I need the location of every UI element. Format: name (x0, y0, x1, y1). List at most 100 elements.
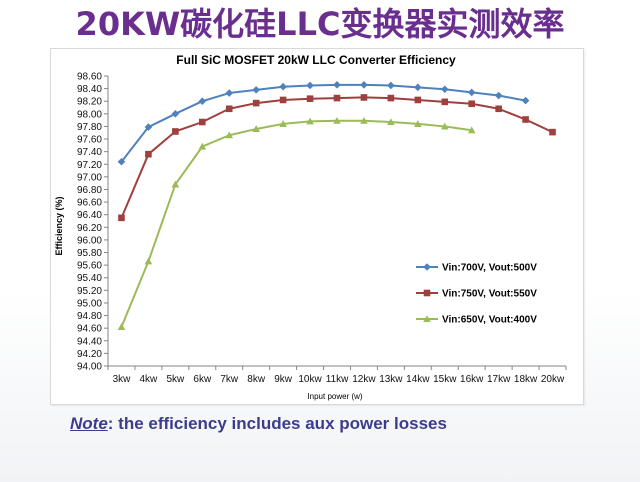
data-point (117, 157, 126, 166)
x-tick-label: 15kw (433, 374, 457, 385)
efficiency-chart: Full SiC MOSFET 20kW LLC Converter Effic… (54, 53, 567, 401)
y-tick-label: 94.80 (77, 311, 102, 322)
data-point (441, 98, 449, 106)
y-tick-label: 96.00 (77, 235, 102, 246)
y-tick-label: 95.80 (77, 248, 102, 259)
note-keyword: Note (70, 414, 108, 433)
x-tick-label: 6kw (193, 374, 212, 385)
data-point (252, 86, 260, 94)
data-point (172, 128, 179, 135)
data-point (521, 96, 530, 105)
y-tick-label: 94.60 (77, 324, 102, 335)
x-tick-label: 14kw (406, 374, 430, 385)
legend-label-1: Vin:700V, Vout:500V (442, 263, 537, 274)
data-point (387, 118, 395, 126)
data-point (171, 180, 180, 188)
data-point (440, 85, 449, 94)
data-point (522, 116, 529, 123)
y-tick-label: 98.00 (77, 109, 102, 120)
data-point (306, 95, 314, 102)
data-point (387, 81, 395, 90)
data-point (198, 142, 207, 150)
data-point (440, 122, 449, 130)
data-point (279, 96, 287, 104)
series-line-1 (120, 83, 526, 163)
data-point (333, 94, 341, 102)
x-tick-label: 13kw (379, 374, 403, 385)
y-tick-label: 97.20 (77, 160, 102, 171)
x-tick-label: 17kw (487, 374, 511, 385)
series-line-2 (120, 96, 553, 219)
legend-label-3: Vin:650V, Vout:400V (442, 315, 537, 326)
y-tick-label: 96.60 (77, 198, 102, 209)
footnote: Note: the efficiency includes aux power … (70, 413, 590, 435)
y-tick-label: 95.20 (77, 286, 102, 297)
y-tick-label: 97.60 (77, 135, 102, 146)
y-tick-label: 97.80 (77, 122, 102, 133)
x-tick-label: 12kw (352, 374, 376, 385)
legend-marker-2 (423, 289, 431, 297)
data-point (333, 116, 341, 124)
legend-label-2: Vin:750V, Vout:550V (442, 289, 537, 300)
legend-marker-3 (423, 315, 431, 323)
y-tick-label: 98.20 (77, 97, 102, 108)
data-point (360, 94, 368, 101)
data-point (306, 81, 314, 90)
data-point (360, 116, 368, 124)
x-tick-label: 10kw (298, 374, 322, 385)
y-tick-label: 94.40 (77, 336, 102, 347)
data-point (414, 83, 422, 92)
legend-marker-1 (423, 263, 431, 271)
note-text: : the efficiency includes aux power loss… (107, 414, 447, 433)
y-tick-label: 97.00 (77, 172, 102, 183)
y-tick-label: 96.20 (77, 223, 102, 234)
data-point (225, 105, 233, 113)
data-point (252, 125, 260, 132)
x-tick-label: 11kw (326, 374, 349, 385)
data-point (252, 99, 260, 107)
data-point (333, 81, 341, 89)
data-point (387, 94, 395, 102)
data-point (171, 110, 180, 118)
data-point (225, 89, 234, 97)
slide-title: 20KW碳化硅LLC变换器实测效率 (75, 5, 565, 43)
y-tick-label: 95.60 (77, 261, 102, 272)
data-point (144, 257, 153, 265)
data-point (118, 214, 125, 222)
x-tick-label: 4kw (140, 374, 159, 385)
data-point (468, 100, 476, 108)
y-tick-label: 96.40 (77, 210, 102, 221)
data-point (494, 91, 503, 100)
y-axis-label: Efficiency (%) (54, 196, 64, 255)
data-point (306, 117, 314, 125)
data-point (414, 120, 422, 127)
y-tick-label: 94.20 (77, 349, 102, 360)
series-line-3 (120, 119, 472, 328)
x-axis-label: Input power (w) (307, 392, 362, 401)
data-point (198, 97, 207, 106)
data-point (549, 128, 556, 136)
x-tick-label: 9kw (274, 374, 293, 385)
y-tick-label: 96.80 (77, 185, 102, 196)
y-tick-label: 98.40 (77, 84, 102, 95)
data-point (117, 323, 126, 330)
x-tick-label: 3kw (113, 374, 132, 385)
data-point (467, 88, 476, 97)
data-point (225, 131, 234, 139)
y-tick-label: 95.40 (77, 273, 102, 284)
data-point (279, 120, 287, 127)
y-tick-label: 95.00 (77, 298, 102, 309)
y-tick-label: 97.40 (77, 147, 102, 158)
y-tick-label: 94.00 (77, 362, 102, 373)
data-point (467, 126, 476, 134)
data-point (360, 81, 368, 89)
y-tick-label: 98.60 (77, 72, 102, 83)
x-tick-label: 7kw (220, 374, 239, 385)
data-point (279, 82, 287, 91)
x-tick-label: 20kw (541, 374, 565, 385)
data-point (495, 105, 502, 113)
data-point (145, 150, 152, 158)
x-tick-label: 5kw (166, 374, 185, 385)
chart-title: Full SiC MOSFET 20kW LLC Converter Effic… (176, 53, 456, 67)
